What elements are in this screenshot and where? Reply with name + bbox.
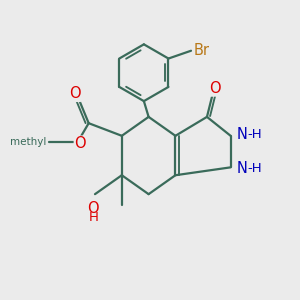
Text: H: H [88,211,98,224]
Text: O: O [88,201,99,216]
Text: O: O [69,86,80,101]
Text: N: N [236,127,247,142]
Text: Br: Br [193,43,209,58]
Text: -H: -H [247,128,262,141]
Text: N: N [236,161,247,176]
Text: O: O [74,136,86,151]
Text: O: O [209,81,220,96]
Text: -H: -H [247,162,262,176]
Text: methyl: methyl [10,137,46,147]
